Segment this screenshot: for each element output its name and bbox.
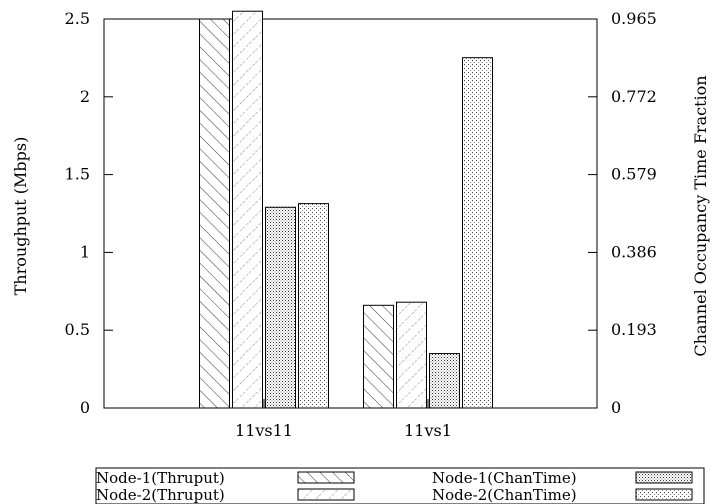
- y-axis-label: Throughput (Mbps): [11, 137, 30, 296]
- bar-1-11vs11: [199, 18, 230, 409]
- y-tick-label: 1: [80, 242, 90, 261]
- y2-tick-label: 0.193: [611, 320, 657, 339]
- bar-2-11vs11: [232, 10, 263, 409]
- axis-ticks: 0 0.5 1 1.5 2 2.5 0 0.193 0.386 0.579 0.772 0.965 11…: [65, 9, 657, 440]
- x-tick-label: 11vs1: [404, 421, 452, 440]
- legend: Node-1(Thruput)Node-2(Thruput) Node-1(Cha…: [95, 467, 705, 504]
- bar-1-11vs1: [363, 304, 394, 409]
- bar-2-11vs1: [396, 301, 427, 409]
- legend-swatch: [635, 488, 693, 501]
- legend-swatch: [635, 471, 693, 484]
- y2-axis-label: Channel Occupancy Time Fraction: [691, 75, 710, 356]
- x-tick-label: 11vs11: [235, 421, 293, 440]
- legend-frame: [95, 467, 705, 504]
- y-tick-label: 2.5: [65, 9, 90, 28]
- y-tick-label: 2: [80, 87, 90, 106]
- y2-tick-label: 0.579: [611, 165, 657, 184]
- y-tick-label: 1.5: [65, 165, 90, 184]
- bar-4-11vs11: [298, 203, 329, 409]
- bar-3-11vs11: [265, 206, 296, 409]
- legend-label: Node-1(Thruput): [96, 469, 225, 487]
- legend-label: Node-2(Thruput): [96, 486, 225, 504]
- plot-frame: [103, 18, 598, 409]
- bar-3-11vs1: [429, 353, 460, 409]
- y2-tick-label: 0.965: [611, 9, 657, 28]
- legend-label: Node-2(ChanTime): [432, 486, 577, 504]
- legend-swatch: [297, 488, 355, 501]
- plot-area: [103, 18, 598, 409]
- y-tick-label: 0: [80, 398, 90, 417]
- bars: [199, 10, 493, 409]
- bar-4-11vs1: [462, 57, 493, 409]
- y2-tick-label: 0: [611, 398, 621, 417]
- y2-tick-label: 0.386: [611, 242, 657, 261]
- legend-swatch: [297, 471, 355, 484]
- y2-tick-label: 0.772: [611, 87, 657, 106]
- legend-label: Node-1(ChanTime): [432, 469, 577, 487]
- y-tick-label: 0.5: [65, 320, 90, 339]
